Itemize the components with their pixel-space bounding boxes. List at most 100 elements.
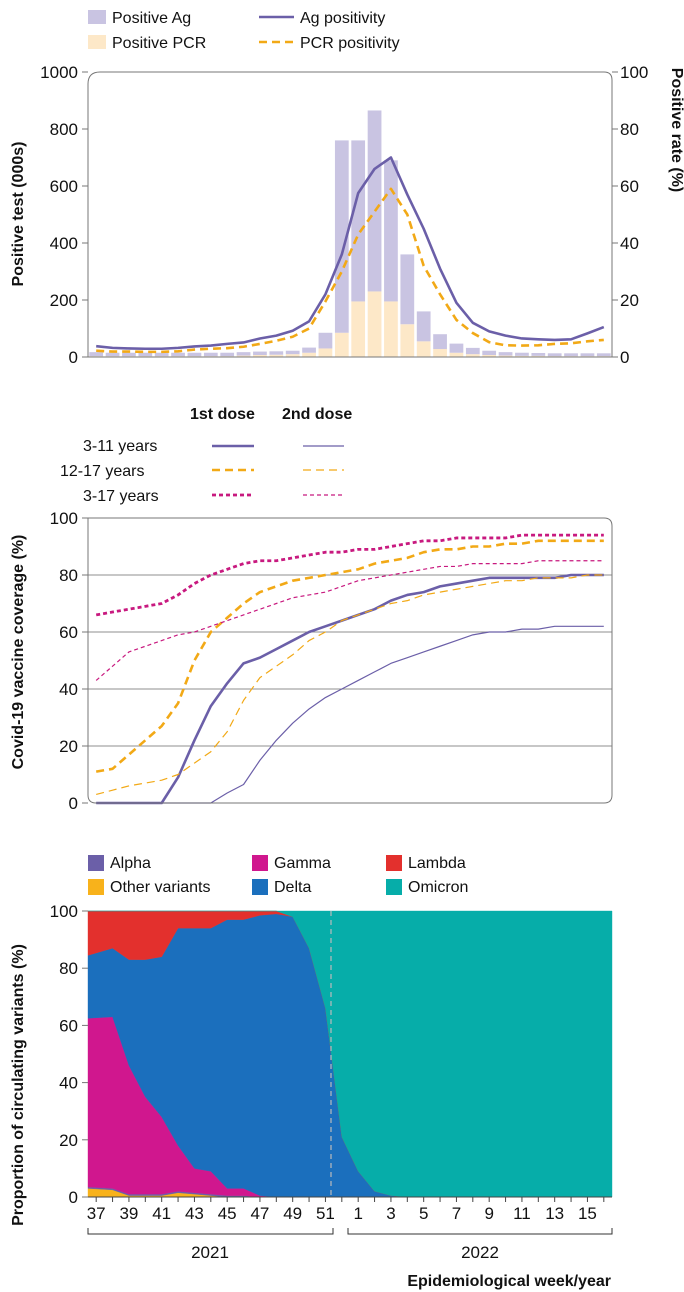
y-tick-label-0: 0 [69, 348, 78, 367]
legend-swatch-omicron [386, 879, 402, 895]
bar-positive-pcr-wk-11-26 [515, 355, 529, 357]
bar-positive-pcr-wk-9-24 [482, 355, 497, 357]
x-axis-variants: 37 39 41 43 45 47 49 51 1 3 5 7 9 11 13 15 [87, 1197, 605, 1223]
bar-positive-ag-wk-2-17 [367, 110, 382, 292]
y-axis-variants: 0 20 40 60 80 100 [50, 902, 88, 1207]
x-tick-label-11: 11 [513, 1204, 531, 1223]
bar-positive-ag-wk-6-21 [433, 334, 447, 350]
bar-positive-ag-wk-3-18 [384, 160, 398, 302]
bar-positive-ag-wk-13-28 [547, 353, 562, 357]
legend-variants: Alpha Gamma Lambda Other variants Delta … [88, 855, 468, 896]
bar-positive-pcr-wk-51-14 [318, 348, 333, 357]
bar-positive-ag-wk-42-5 [171, 352, 185, 357]
y-tick-label-20: 20 [59, 737, 78, 756]
y2-tick-label-60: 60 [620, 177, 639, 196]
y-axis-label-coverage: Covid-19 vaccine coverage (%) [10, 535, 27, 770]
x-axis-label: Epidemiological week/year [407, 1273, 611, 1290]
legend-swatch-alpha [88, 855, 104, 871]
y-tick-label-1000: 1000 [40, 63, 78, 82]
legend-row-3-11: 3-11 years [83, 438, 157, 455]
bar-positive-pcr-wk-3-18 [384, 301, 398, 357]
bar-positive-ag-wk-52-15 [334, 140, 349, 333]
bar-positive-pcr-wk-4-19 [400, 324, 415, 357]
legend-label-other: Other variants [110, 879, 210, 896]
legend-label-gamma: Gamma [274, 855, 331, 872]
bar-positive-ag-wk-45-8 [220, 352, 235, 357]
line-3-17-years-2nd-dose [95, 560, 604, 681]
grid-coverage [88, 574, 612, 747]
bar-positive-ag-wk-46-9 [236, 352, 251, 356]
bar-positive-ag-wk-10-25 [498, 352, 513, 356]
line-12-17-years-1st-dose [95, 539, 604, 773]
bar-positive-ag-wk-8-23 [465, 347, 480, 355]
legend-swatch-gamma [252, 855, 268, 871]
bar-positive-pcr-wk-48-11 [269, 354, 284, 357]
lines-tests [96, 156, 605, 354]
legend-label-delta: Delta [274, 879, 311, 896]
legend-label-ag-positivity: Ag positivity [300, 10, 385, 27]
bar-positive-ag-wk-16-31 [596, 353, 611, 357]
y-axis-left-tests: 0 200 400 600 800 1000 [40, 63, 88, 367]
legend-label-positive-ag: Positive Ag [112, 10, 191, 27]
y-axis-right-tests: 0 20 40 60 80 100 [612, 63, 648, 367]
y2-tick-label-20: 20 [620, 291, 639, 310]
legend-swatch-lambda [386, 855, 402, 871]
bar-positive-ag-wk-39-2 [122, 352, 136, 357]
x-tick-label-51: 51 [316, 1204, 335, 1223]
legend-label-omicron: Omicron [408, 879, 468, 896]
bar-positive-pcr-wk-12-27 [531, 355, 546, 357]
bar-positive-ag-wk-14-29 [564, 353, 578, 357]
x-tick-label-43: 43 [185, 1204, 204, 1223]
y-tick-label-80: 80 [59, 566, 78, 585]
y-tick-label-800: 800 [50, 120, 78, 139]
line-3-11-years-1st-dose [96, 573, 604, 805]
y2-tick-label-100: 100 [620, 63, 648, 82]
bar-positive-ag-wk-15-30 [580, 353, 595, 357]
y-axis-label-variants: Proportion of circulating variants (%) [10, 944, 27, 1226]
line-3-17-years-1st-dose [95, 533, 604, 617]
y2-axis-label-tests: Positive rate (%) [668, 68, 684, 192]
legend-label-alpha: Alpha [110, 855, 151, 872]
legend-tests: Positive Ag Ag positivity Positive PCR P… [88, 10, 400, 52]
panel-tests: Positive Ag Ag positivity Positive PCR P… [10, 10, 684, 367]
x-tick-label-41: 41 [152, 1204, 171, 1223]
bar-positive-ag-wk-7-22 [449, 343, 464, 353]
y2-tick-label-0: 0 [620, 348, 629, 367]
x-tick-label-7: 7 [452, 1204, 461, 1223]
bar-positive-pcr-wk-5-20 [416, 341, 431, 357]
legend-label-lambda: Lambda [408, 855, 466, 872]
legend-row-3-17: 3-17 years [83, 488, 159, 505]
x-tick-label-39: 39 [119, 1204, 138, 1223]
x-tick-label-9: 9 [484, 1204, 493, 1223]
bar-positive-ag-wk-1-16 [351, 140, 366, 302]
x-tick-label-3: 3 [386, 1204, 395, 1223]
y-tick-label-100: 100 [50, 902, 78, 921]
y-tick-label-60: 60 [59, 623, 78, 642]
legend-swatch-other [88, 879, 104, 895]
panel-variants: Alpha Gamma Lambda Other variants Delta … [10, 855, 613, 1290]
bar-positive-ag-wk-41-4 [154, 352, 169, 357]
y-tick-label-60: 60 [59, 1016, 78, 1035]
y2-tick-label-40: 40 [620, 234, 639, 253]
year-label-2022: 2022 [461, 1243, 499, 1262]
x-tick-label-45: 45 [218, 1204, 237, 1223]
x-tick-label-47: 47 [250, 1204, 269, 1223]
bar-positive-pcr-wk-10-25 [498, 355, 513, 357]
bar-positive-pcr-wk-46-9 [236, 355, 251, 357]
line-ag-positivity [96, 156, 605, 351]
plot-frame-tests [87, 71, 613, 358]
areas-variants [87, 910, 613, 1198]
y-tick-label-80: 80 [59, 959, 78, 978]
bar-positive-pcr-wk-1-16 [351, 301, 366, 357]
x-tick-label-15: 15 [578, 1204, 597, 1223]
y-tick-label-0: 0 [69, 1188, 78, 1207]
y-tick-label-200: 200 [50, 291, 78, 310]
bar-positive-ag-wk-9-24 [482, 350, 497, 355]
legend-label-pcr-positivity: PCR positivity [300, 35, 400, 52]
legend-coverage: 1st dose 2nd dose 3-11 years 12-17 years… [60, 406, 352, 505]
y-axis-coverage: 0 20 40 60 80 100 [50, 509, 88, 813]
bar-positive-ag-wk-12-27 [531, 353, 546, 356]
legend-swatch-delta [252, 879, 268, 895]
y-tick-label-20: 20 [59, 1131, 78, 1150]
x-tick-label-13: 13 [545, 1204, 564, 1223]
